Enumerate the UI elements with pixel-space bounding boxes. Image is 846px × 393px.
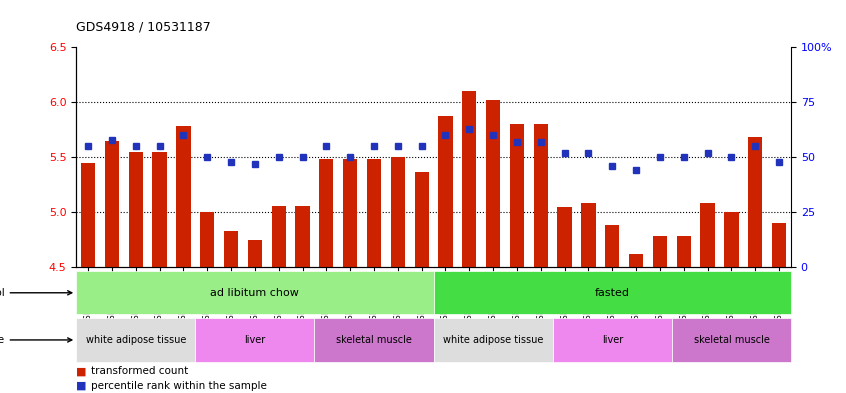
Bar [552, 318, 672, 362]
Bar [129, 152, 143, 267]
Text: skeletal muscle: skeletal muscle [336, 335, 412, 345]
Text: skeletal muscle: skeletal muscle [694, 335, 769, 345]
Text: liver: liver [602, 335, 623, 345]
Bar [438, 116, 453, 267]
Bar [367, 160, 382, 267]
Bar [319, 160, 333, 267]
Bar [700, 204, 715, 267]
Bar [653, 237, 667, 267]
Bar [76, 271, 433, 314]
Bar [462, 91, 476, 267]
Bar [534, 124, 548, 267]
Text: white adipose tissue: white adipose tissue [85, 335, 186, 345]
Bar [81, 163, 96, 267]
Bar [772, 223, 786, 267]
Bar [415, 171, 429, 267]
Bar [315, 318, 434, 362]
Text: liver: liver [244, 335, 266, 345]
Bar [76, 318, 195, 362]
Bar [224, 231, 239, 267]
Bar [434, 271, 791, 314]
Bar [391, 157, 405, 267]
Text: tissue: tissue [0, 335, 72, 345]
Bar [486, 100, 500, 267]
Text: GDS4918 / 10531187: GDS4918 / 10531187 [76, 20, 211, 33]
Text: ■: ■ [76, 381, 86, 391]
Bar [248, 240, 262, 267]
Text: ad libitum chow: ad libitum chow [211, 288, 299, 298]
Text: protocol: protocol [0, 288, 72, 298]
Bar [434, 318, 552, 362]
Bar [605, 226, 619, 267]
Bar [295, 206, 310, 267]
Text: fasted: fasted [595, 288, 629, 298]
Bar [105, 141, 119, 267]
Bar [272, 206, 286, 267]
Text: ■: ■ [76, 366, 86, 376]
Bar [629, 254, 643, 267]
Bar [672, 318, 791, 362]
Bar [152, 152, 167, 267]
Bar [200, 212, 214, 267]
Text: white adipose tissue: white adipose tissue [443, 335, 543, 345]
Bar [343, 160, 357, 267]
Text: transformed count: transformed count [91, 366, 189, 376]
Bar [581, 204, 596, 267]
Bar [176, 127, 190, 267]
Bar [724, 212, 739, 267]
Bar [677, 237, 691, 267]
Bar [195, 318, 315, 362]
Text: percentile rank within the sample: percentile rank within the sample [91, 381, 267, 391]
Bar [558, 207, 572, 267]
Bar [748, 138, 762, 267]
Bar [510, 124, 525, 267]
